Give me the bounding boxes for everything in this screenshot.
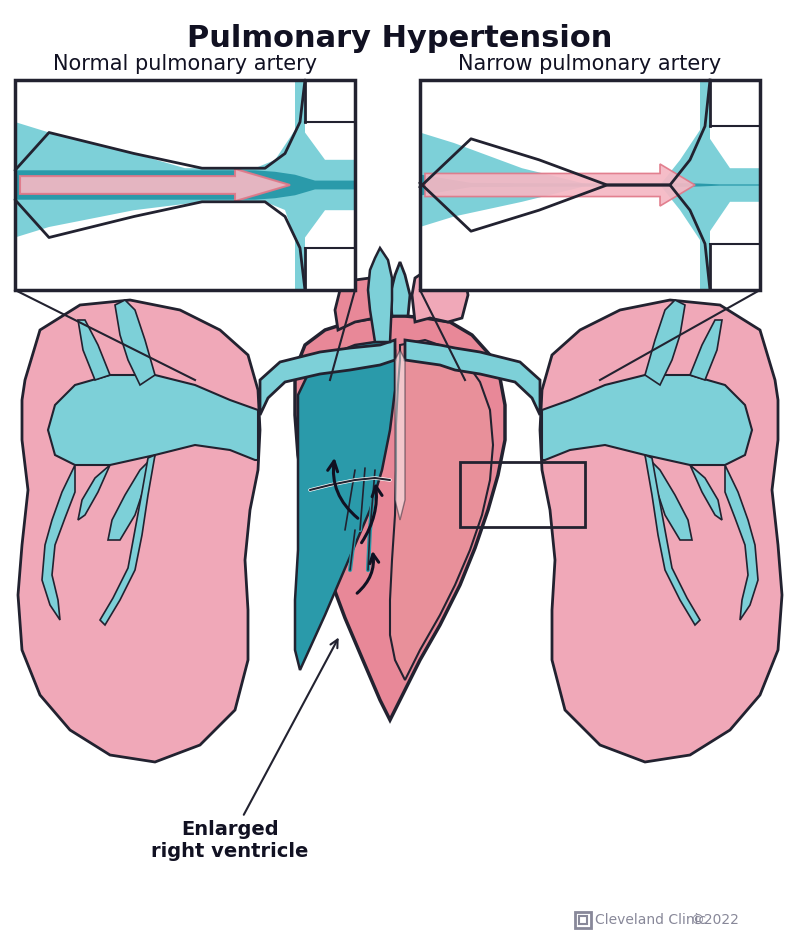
Text: ©2022: ©2022 [690, 913, 739, 927]
Polygon shape [18, 300, 260, 762]
Text: Enlarged
right ventricle: Enlarged right ventricle [151, 640, 338, 861]
Polygon shape [48, 375, 258, 465]
Polygon shape [78, 320, 110, 380]
Bar [575, 912, 591, 928]
Polygon shape [420, 174, 760, 195]
Polygon shape [20, 169, 290, 201]
Polygon shape [412, 268, 468, 322]
Bar [460, 462, 585, 527]
Polygon shape [305, 210, 355, 290]
Polygon shape [260, 340, 395, 415]
Polygon shape [42, 465, 75, 620]
Polygon shape [420, 80, 700, 185]
Polygon shape [690, 320, 722, 380]
Text: Cleveland Clinic: Cleveland Clinic [595, 913, 706, 927]
Bar [420, 80, 760, 290]
Polygon shape [15, 202, 295, 290]
Polygon shape [395, 350, 405, 520]
Polygon shape [725, 465, 758, 620]
Polygon shape [115, 300, 155, 385]
Polygon shape [305, 80, 355, 160]
Polygon shape [645, 455, 700, 625]
Polygon shape [100, 455, 155, 625]
Polygon shape [710, 202, 760, 290]
Polygon shape [108, 455, 155, 540]
Polygon shape [15, 80, 295, 168]
Bar [15, 80, 355, 290]
Text: Normal pulmonary artery: Normal pulmonary artery [53, 54, 317, 74]
Bar [579, 916, 587, 924]
Polygon shape [540, 300, 782, 762]
Polygon shape [690, 465, 722, 520]
Polygon shape [295, 342, 395, 670]
Polygon shape [390, 340, 493, 680]
Polygon shape [420, 185, 700, 290]
Polygon shape [710, 80, 760, 168]
Polygon shape [645, 300, 685, 385]
Text: Narrow pulmonary artery: Narrow pulmonary artery [458, 54, 722, 74]
Polygon shape [542, 375, 752, 465]
Text: Pulmonary Hypertension: Pulmonary Hypertension [187, 24, 613, 52]
Bar [420, 80, 760, 290]
Polygon shape [368, 248, 392, 342]
Polygon shape [295, 316, 505, 720]
Polygon shape [405, 340, 540, 415]
Polygon shape [425, 164, 695, 206]
Polygon shape [15, 171, 355, 200]
Polygon shape [645, 455, 692, 540]
Polygon shape [78, 465, 110, 520]
Polygon shape [390, 262, 410, 316]
Polygon shape [335, 278, 390, 330]
Bar [15, 80, 355, 290]
